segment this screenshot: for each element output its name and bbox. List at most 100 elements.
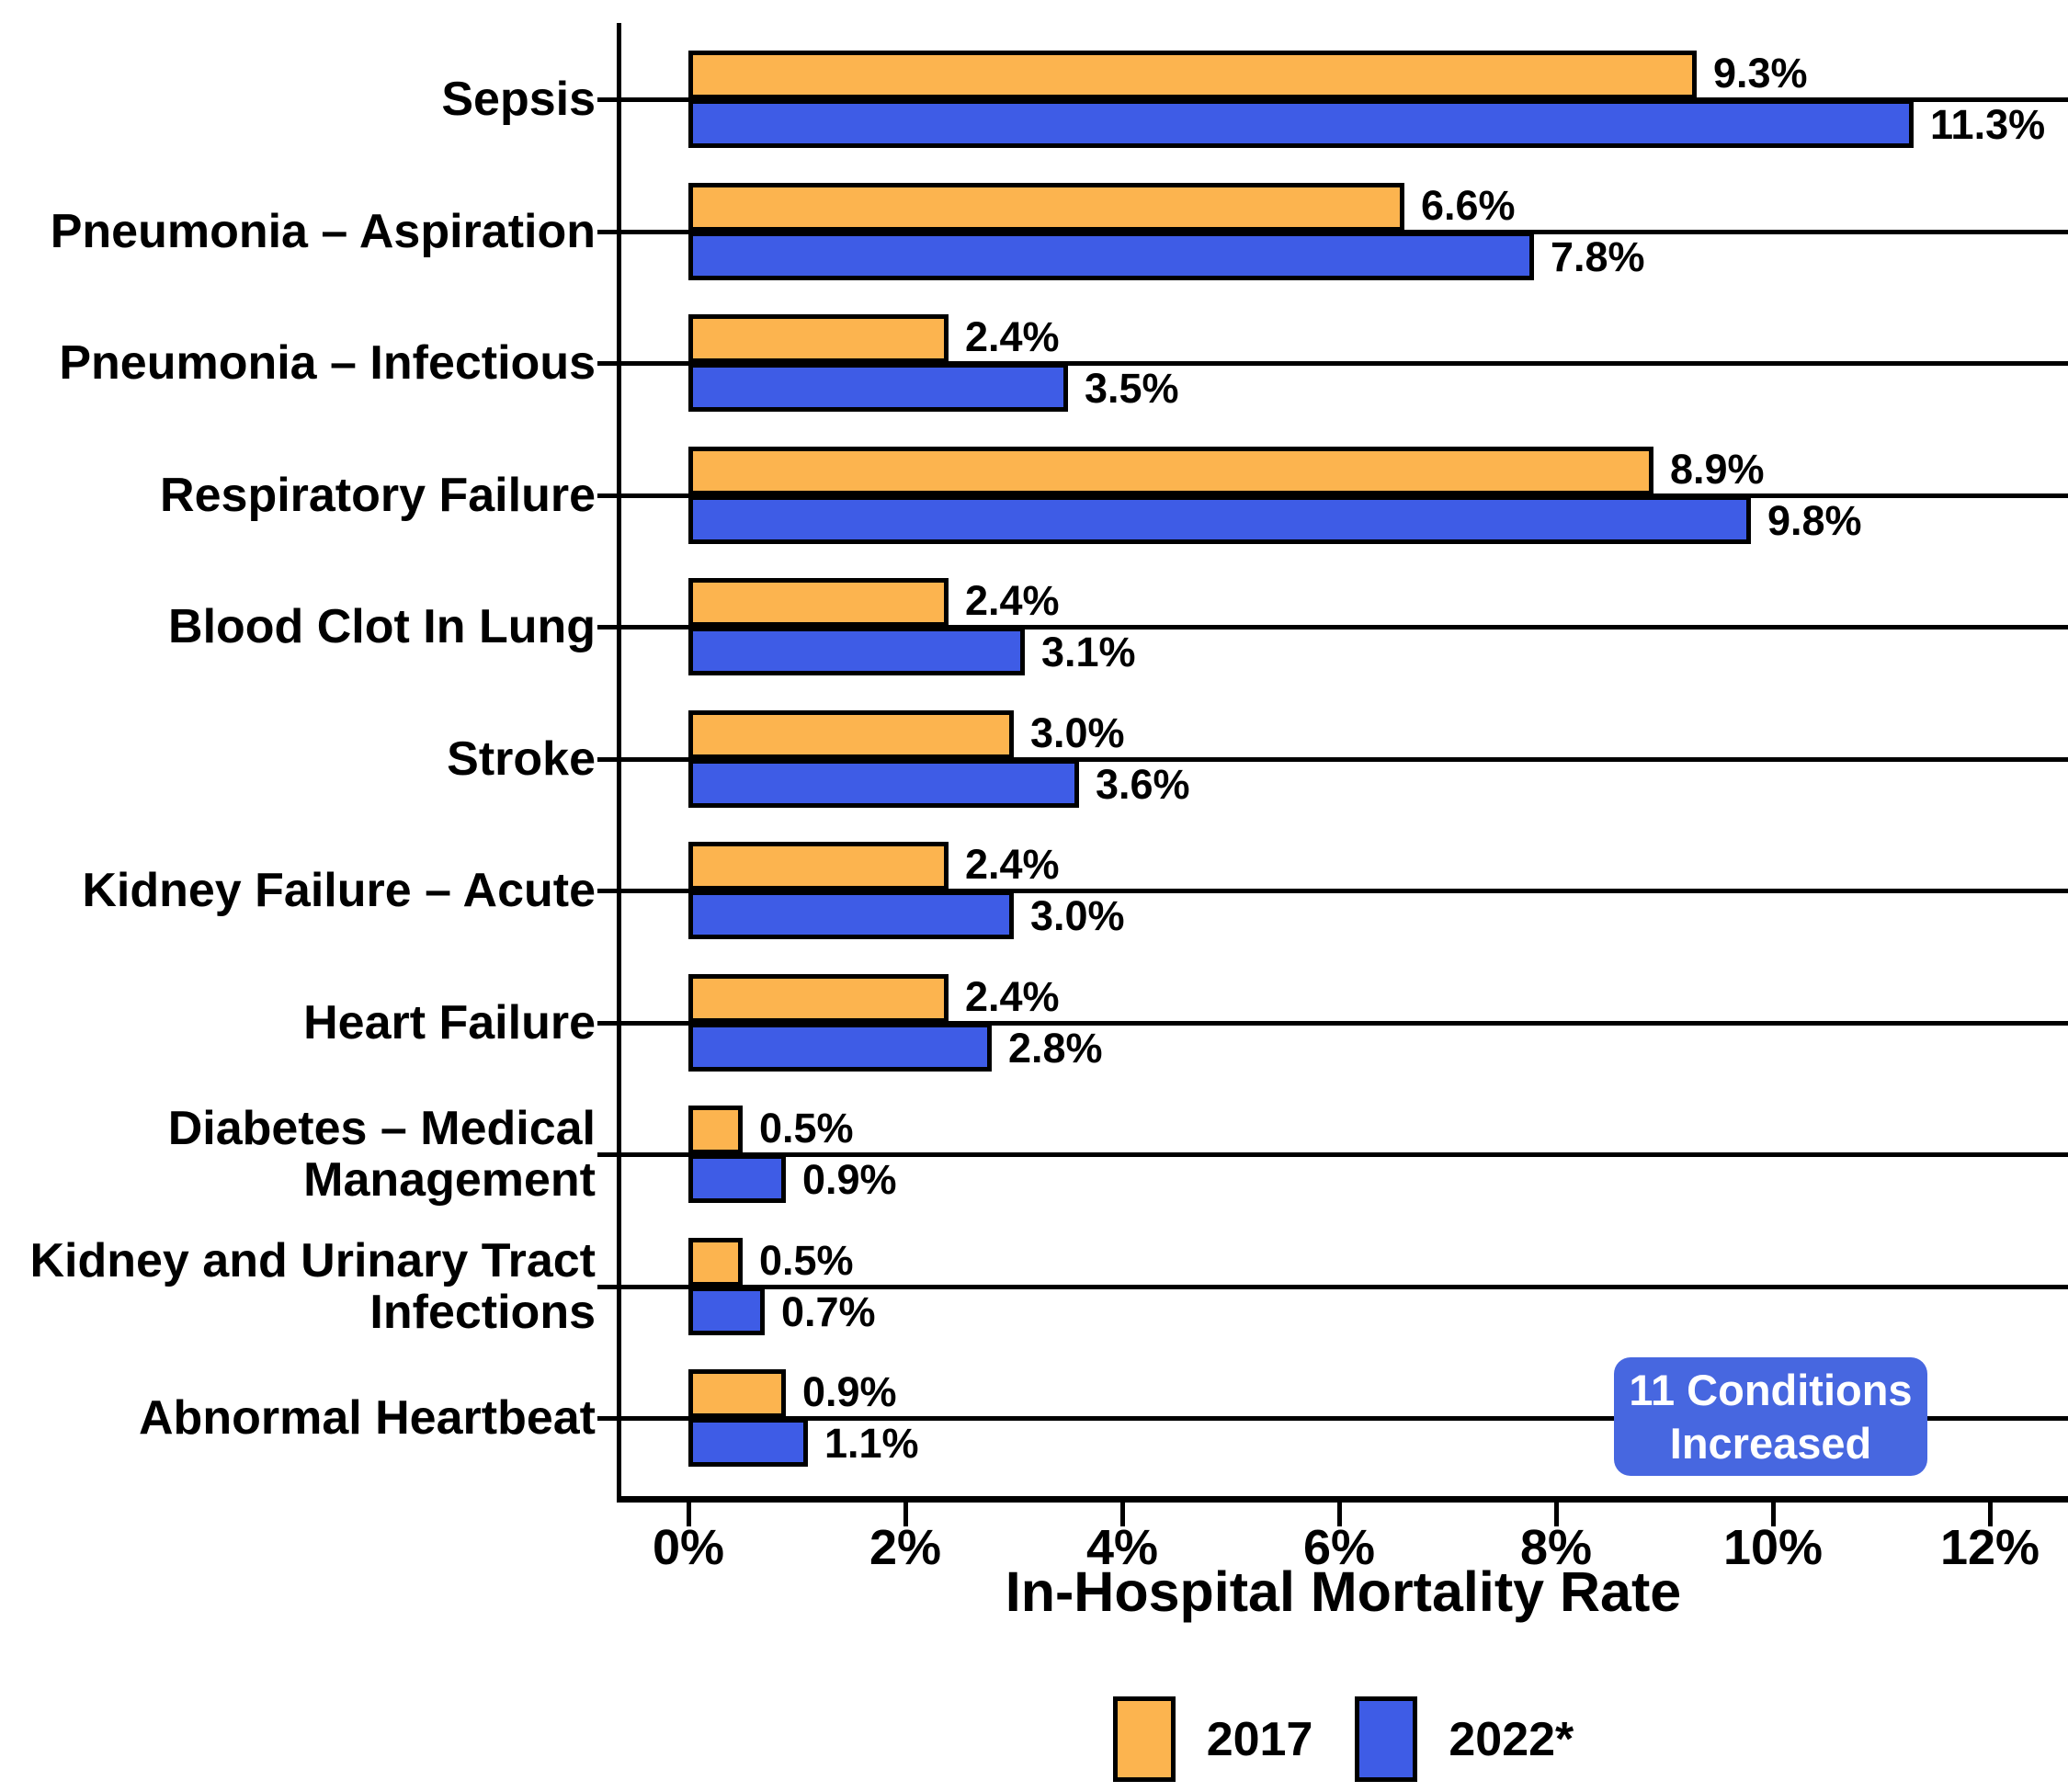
value-label: 7.8% [1551,233,1645,280]
legend-label: 2017 [1206,1712,1313,1766]
value-label: 2.4% [965,577,1060,624]
category-label-line: Management [303,1153,596,1207]
bar-2022 [688,363,1068,412]
value-label: 0.5% [759,1105,854,1151]
legend-item: 2022* [1355,1696,1574,1782]
legend-swatch-2017 [1112,1696,1176,1782]
category-gridline [597,361,2068,366]
category-gridline [597,1152,2068,1157]
x-axis-spine [617,1496,2068,1503]
value-label: 2.4% [965,313,1060,360]
x-tick-label: 0% [652,1520,725,1575]
bar-2017 [688,842,949,890]
value-label: 8.9% [1670,446,1765,493]
x-axis-title: In-Hospital Mortality Rate [1005,1560,1682,1623]
category-label-line: Infections [369,1286,596,1339]
x-tick-mark [1988,1503,1993,1526]
x-tick-mark [687,1503,691,1526]
value-label: 0.9% [802,1368,897,1415]
bar-2022 [688,1287,765,1335]
bar-2022 [688,1154,786,1203]
legend-item: 2017 [1112,1696,1313,1782]
legend-label: 2022* [1449,1712,1574,1766]
category-label-line: Diabetes – Medical [167,1102,596,1155]
category-gridline [597,1416,2068,1421]
bar-2017 [688,578,949,627]
x-tick-mark [1337,1503,1342,1526]
x-tick-label: 12% [1939,1520,2040,1575]
x-tick-mark [1554,1503,1559,1526]
category-label-line: Pneumonia – Aspiration [50,205,596,258]
bar-2017 [688,710,1014,759]
category-label-line: Kidney Failure – Acute [82,864,596,917]
bar-2017 [688,1238,743,1287]
category-label: Kidney Failure – Acute [0,865,596,916]
annotation-line-2: Increased [1669,1418,1872,1468]
bar-2022 [688,1023,992,1072]
value-label: 0.7% [781,1288,876,1335]
value-label: 2.4% [965,973,1060,1020]
value-label: 6.6% [1421,182,1516,229]
value-label: 2.4% [965,841,1060,888]
value-label: 3.1% [1041,629,1136,675]
y-axis-spine [617,23,621,1503]
value-label: 3.0% [1030,709,1125,756]
category-gridline [597,625,2068,629]
value-label: 3.0% [1030,892,1125,939]
x-tick-label: 6% [1302,1520,1376,1575]
category-label: Stroke [0,733,596,785]
bar-2017 [688,51,1697,99]
value-label: 3.5% [1085,365,1179,412]
category-label-line: Abnormal Heartbeat [139,1391,596,1445]
category-label-line: Kidney and Urinary Tract [29,1234,596,1287]
category-label-line: Pneumonia – Infectious [59,336,596,390]
x-tick-mark [903,1503,908,1526]
annotation-line-1: 11 Conditions [1629,1365,1913,1414]
category-label-line: Sepsis [441,73,596,126]
category-label-line: Stroke [447,732,596,786]
category-label: Blood Clot In Lung [0,601,596,652]
category-label: Sepsis [0,74,596,125]
bar-2017 [688,314,949,363]
legend: 2017 2022* [619,1696,2068,1782]
category-gridline [597,1285,2068,1289]
bar-2022 [688,627,1025,675]
bar-2017 [688,183,1404,232]
bar-2017 [688,447,1653,495]
bar-2017 [688,1106,743,1154]
value-label: 2.8% [1008,1025,1103,1072]
value-label: 9.3% [1713,50,1808,96]
category-label-line: Heart Failure [303,996,596,1049]
value-label: 3.6% [1096,761,1190,808]
x-tick-label: 4% [1085,1520,1159,1575]
bar-2022 [688,890,1014,939]
x-tick-label: 8% [1519,1520,1593,1575]
legend-swatch-2022 [1355,1696,1418,1782]
category-label-line: Blood Clot In Lung [168,600,596,653]
category-label: Kidney and Urinary Tract Infections [0,1235,596,1338]
x-tick-mark [1120,1503,1125,1526]
category-label: Diabetes – Medical Management [0,1103,596,1206]
bar-2017 [688,1369,786,1418]
bar-2022 [688,99,1914,148]
category-gridline [597,757,2068,762]
category-label: Pneumonia – Aspiration [0,206,596,257]
category-gridline [597,1021,2068,1026]
annotation-badge: 11 Conditions Increased [1614,1357,1927,1476]
value-label: 9.8% [1767,497,1862,544]
bar-2022 [688,495,1751,544]
category-label: Respiratory Failure [0,470,596,521]
x-tick-label: 10% [1722,1520,1824,1575]
value-label: 0.5% [759,1237,854,1284]
bar-2022 [688,232,1534,280]
bar-2022 [688,1418,808,1467]
value-label: 11.3% [1930,101,2046,148]
x-tick-mark [1771,1503,1776,1526]
x-tick-label: 2% [869,1520,942,1575]
bar-2017 [688,974,949,1023]
category-label: Heart Failure [0,997,596,1049]
category-label: Pneumonia – Infectious [0,337,596,389]
